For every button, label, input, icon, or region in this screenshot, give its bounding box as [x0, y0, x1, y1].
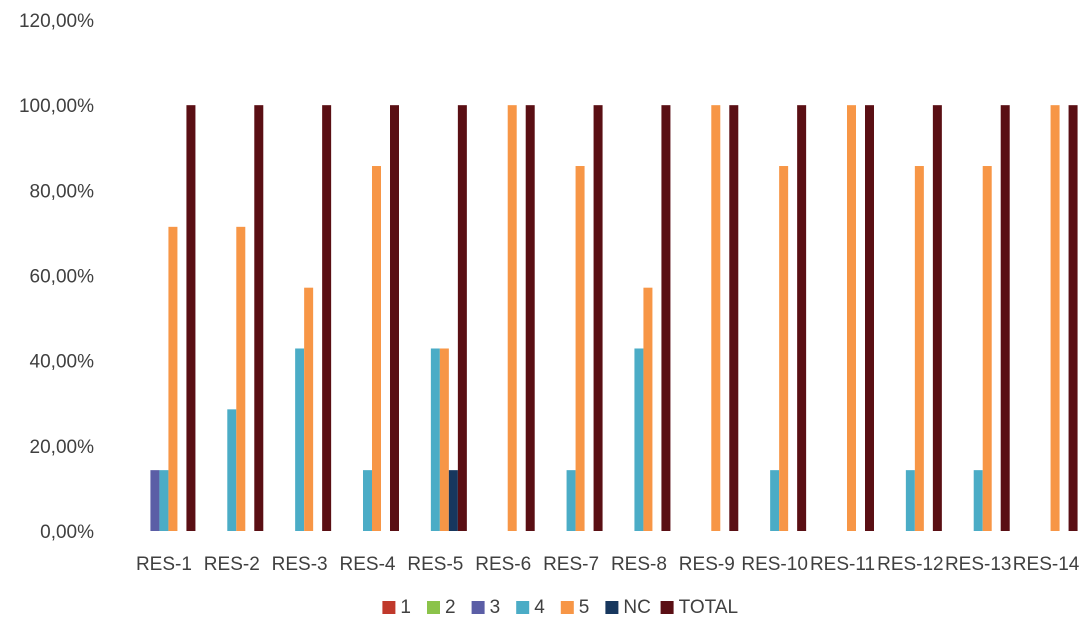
bar-res-13-series-total — [1000, 105, 1010, 532]
bar-res-10-series-5 — [779, 166, 789, 531]
bar-res-1-series-4 — [159, 470, 169, 531]
y-tick-label: 40,00% — [30, 352, 95, 373]
bar-res-2-series-4 — [227, 409, 237, 531]
x-tick-label: RES-2 — [204, 554, 260, 575]
legend-swatch-5 — [560, 601, 574, 614]
bar-res-13-series-4 — [973, 470, 983, 531]
legend-swatch-1 — [382, 601, 396, 614]
y-tick-label: 60,00% — [30, 267, 95, 288]
x-tick-label: RES-5 — [407, 554, 463, 575]
bar-res-5-series-4 — [430, 348, 440, 531]
bar-res-8-series-5 — [643, 287, 653, 531]
y-tick-label: 100,00% — [19, 96, 94, 117]
y-tick-label: 120,00% — [19, 11, 94, 32]
y-axis: 0,00% 20,00% 40,00% 60,00% 80,00% 100,00% 120,… — [19, 11, 94, 543]
legend-label-4: 4 — [534, 597, 545, 618]
bar-res-1-series-total — [186, 105, 196, 532]
legend-label-2: 2 — [445, 597, 456, 618]
bar-res-5-series-nc — [448, 470, 458, 531]
legend-swatch-4 — [516, 601, 530, 614]
bar-res-7-series-4 — [566, 470, 576, 531]
bar-res-8-series-total — [661, 105, 671, 532]
bar-res-14-series-5 — [1050, 105, 1060, 532]
bar-res-2-series-total — [254, 105, 264, 532]
bar-res-11-series-5 — [847, 105, 856, 532]
bar-res-12-series-total — [932, 105, 942, 532]
bar-res-4-series-5 — [372, 166, 381, 531]
bar-res-4-series-4 — [363, 470, 372, 531]
legend-swatch-total — [660, 601, 674, 614]
x-tick-label: RES-8 — [611, 554, 667, 575]
bar-res-12-series-5 — [914, 166, 924, 531]
bar-res-10-series-total — [797, 105, 807, 532]
x-tick-label: RES-7 — [543, 554, 599, 575]
legend-swatch-nc — [605, 601, 619, 614]
x-tick-label: RES-12 — [877, 554, 944, 575]
bar-res-14-series-total — [1068, 105, 1078, 532]
bar-res-7-series-5 — [575, 166, 585, 531]
bar-res-12-series-4 — [905, 470, 915, 531]
bar-res-1-series-5 — [168, 226, 178, 531]
legend-swatch-2 — [427, 601, 440, 614]
bar-res-3-series-4 — [295, 348, 305, 531]
bar-res-13-series-5 — [982, 166, 992, 531]
legend-swatch-3 — [471, 601, 485, 614]
y-tick-label: 0,00% — [40, 522, 94, 543]
bar-res-3-series-total — [322, 105, 332, 532]
x-tick-label: RES-6 — [475, 554, 531, 575]
bar-res-5-series-5 — [439, 348, 449, 531]
y-tick-label: 80,00% — [30, 181, 95, 202]
legend-label-nc: NC — [623, 597, 650, 618]
legend: 1 2 3 4 5 NC TOTAL — [382, 597, 738, 618]
x-tick-label: RES-14 — [1013, 554, 1080, 575]
bar-res-11-series-total — [865, 105, 874, 532]
bar-res-9-series-5 — [711, 105, 721, 532]
bar-res-2-series-5 — [236, 226, 246, 531]
bar-res-8-series-4 — [634, 348, 644, 531]
bar-res-1-series-3 — [150, 470, 160, 531]
x-tick-label: RES-10 — [741, 554, 808, 575]
bar-res-6-series-total — [525, 105, 535, 532]
x-tick-label: RES-3 — [272, 554, 328, 575]
x-tick-label: RES-13 — [945, 554, 1012, 575]
bar-res-3-series-5 — [304, 287, 314, 531]
bar-res-9-series-total — [729, 105, 739, 532]
x-tick-label: RES-9 — [679, 554, 735, 575]
bar-res-7-series-total — [593, 105, 603, 532]
legend-label-total: TOTAL — [679, 597, 738, 618]
legend-label-5: 5 — [579, 597, 590, 618]
x-tick-label: RES-11 — [810, 554, 875, 575]
legend-label-1: 1 — [400, 597, 411, 618]
x-tick-label: RES-4 — [340, 554, 396, 575]
bars-group — [150, 105, 1078, 532]
bar-res-6-series-5 — [507, 105, 517, 532]
x-axis: RES-1 RES-2 RES-3 RES-4 RES-5 RES-6 RES-7 RES-8… — [136, 554, 1080, 575]
x-tick-label: RES-1 — [136, 554, 192, 575]
bar-res-4-series-total — [390, 105, 399, 532]
legend-label-3: 3 — [490, 597, 501, 618]
y-tick-label: 20,00% — [30, 437, 95, 458]
bar-res-5-series-total — [457, 105, 467, 532]
bar-res-10-series-4 — [770, 470, 780, 531]
